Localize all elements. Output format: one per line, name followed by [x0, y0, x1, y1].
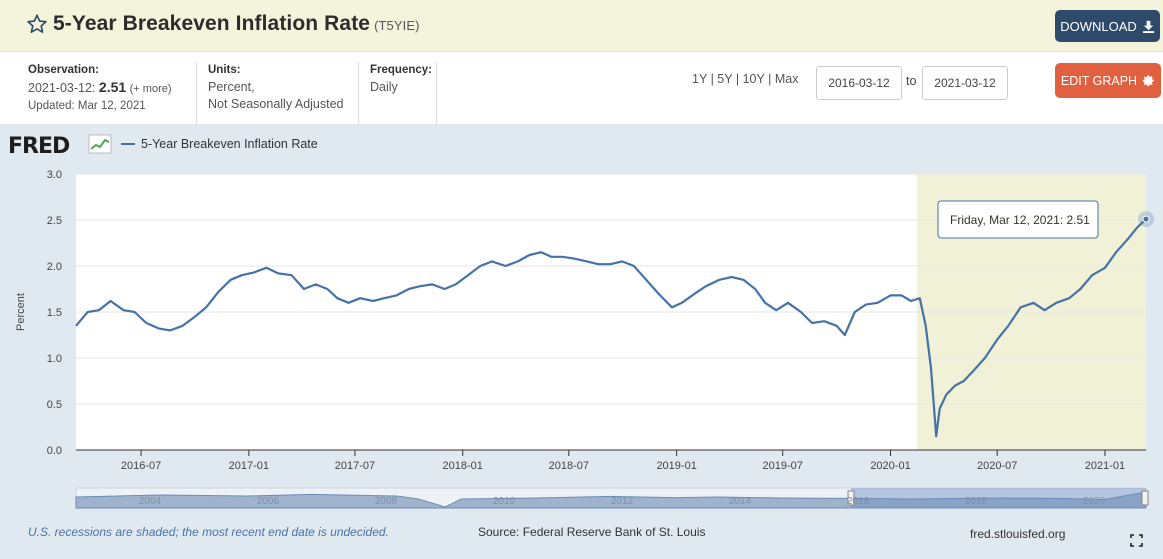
- y-tick-label: 1.5: [47, 307, 62, 319]
- x-tick-label: 2017-01: [229, 460, 269, 472]
- range-sep: |: [735, 72, 740, 86]
- y-tick-label: 0.5: [47, 399, 62, 411]
- x-tick-label: 2020-07: [977, 460, 1017, 472]
- navigator-label: 2006: [257, 496, 280, 507]
- observation-block: Observation: 2021-03-12: 2.51 (+ more) U…: [28, 62, 172, 124]
- y-tick-label: 3.0: [47, 169, 62, 181]
- line-chart[interactable]: 0.0 0.5 1.0 1.5 2.0 2.5 3.0 Percent 2016-07 2017-…: [0, 160, 1163, 522]
- observation-value: 2.51: [98, 79, 127, 95]
- x-tick-label: 2016-07: [121, 460, 161, 472]
- range-1y[interactable]: 1Y: [692, 72, 708, 86]
- y-tick-label: 2.0: [47, 261, 62, 273]
- navigator-label: 2014: [729, 496, 752, 507]
- x-tick-label: 2020-01: [870, 460, 910, 472]
- start-date-input[interactable]: 2016-03-12: [816, 66, 902, 100]
- legend-label: 5-Year Breakeven Inflation Rate: [141, 137, 318, 151]
- fred-graph-icon: [88, 134, 112, 154]
- navigator-label: 2004: [139, 496, 162, 507]
- range-max[interactable]: Max: [774, 72, 799, 86]
- x-tick-label: 2017-07: [335, 460, 375, 472]
- observation-more-link[interactable]: (+ more): [129, 83, 172, 95]
- units-block: Units: Percent, Not Seasonally Adjusted: [208, 62, 344, 124]
- x-tick-label: 2021-01: [1085, 460, 1125, 472]
- recession-note: U.S. recessions are shaded; the most rec…: [28, 525, 389, 539]
- range-sep: |: [768, 72, 772, 86]
- header-bar: 5-Year Breakeven Inflation Rate (T5YIE) D…: [0, 0, 1163, 52]
- observation-date: 2021-03-12:: [28, 81, 96, 95]
- legend-swatch: [121, 143, 135, 145]
- units-label: Units:: [208, 64, 241, 76]
- navigator-label: 2016: [847, 496, 870, 507]
- updated-text: Updated: Mar 12, 2021: [28, 100, 146, 112]
- series-line: [75, 218, 1147, 438]
- units-line1: Percent,: [208, 80, 255, 94]
- y-axis-label: Percent: [15, 293, 27, 331]
- observation-label: Observation:: [28, 64, 99, 76]
- divider: [196, 62, 197, 124]
- navigator-label: 2018: [965, 496, 988, 507]
- units-line2: Not Seasonally Adjusted: [208, 97, 344, 111]
- range-5y[interactable]: 5Y: [717, 72, 733, 86]
- divider: [436, 62, 437, 124]
- edit-graph-label: EDIT GRAPH: [1060, 73, 1138, 88]
- to-label: to: [906, 74, 917, 88]
- end-date-input[interactable]: 2021-03-12: [922, 66, 1008, 100]
- download-button[interactable]: DOWNLOAD: [1055, 10, 1160, 42]
- navigator-selection: [851, 488, 1146, 508]
- range-10y[interactable]: 10Y: [742, 72, 765, 86]
- star-icon[interactable]: [26, 13, 48, 35]
- gear-icon: [1142, 75, 1154, 87]
- navigator-label: 2012: [611, 496, 634, 507]
- edit-graph-button[interactable]: EDIT GRAPH: [1055, 63, 1161, 98]
- navigator-handle[interactable]: [1141, 490, 1149, 506]
- tooltip: Friday, Mar 12, 2021: 2.51: [937, 200, 1099, 239]
- fullscreen-icon[interactable]: [1130, 534, 1143, 547]
- download-label: DOWNLOAD: [1060, 18, 1137, 34]
- chart-legend: 5-Year Breakeven Inflation Rate: [121, 137, 318, 151]
- range-sep: |: [710, 72, 714, 86]
- fred-logo[interactable]: FRED: [8, 134, 70, 159]
- range-selector: 1Y | 5Y | 10Y | Max: [692, 72, 798, 86]
- x-tick-label: 2018-07: [549, 460, 589, 472]
- navigator-area: [75, 491, 1147, 509]
- y-tick-label: 0.0: [47, 445, 62, 457]
- series-id: (T5YIE): [374, 18, 420, 33]
- source-text: Source: Federal Reserve Bank of St. Loui…: [478, 525, 706, 539]
- x-tick-label: 2019-01: [656, 460, 696, 472]
- tooltip-text: Friday, Mar 12, 2021: 2.51: [950, 213, 1090, 227]
- title-text: 5-Year Breakeven Inflation Rate: [53, 12, 371, 35]
- x-tick-label: 2018-01: [443, 460, 483, 472]
- fred-logo-text: FRED: [8, 134, 70, 159]
- navigator-label: 2008: [375, 496, 398, 507]
- frequency-block: Frequency: Daily: [370, 62, 432, 124]
- x-tick-label: 2019-07: [763, 460, 803, 472]
- frequency-label: Frequency:: [370, 64, 432, 76]
- tooltip-box: [937, 200, 1099, 239]
- data-point-marker: [1142, 215, 1150, 223]
- divider: [358, 62, 359, 124]
- frequency-value: Daily: [370, 80, 398, 94]
- navigator-label: 2020: [1083, 496, 1106, 507]
- page-title: 5-Year Breakeven Inflation Rate (T5YIE): [53, 12, 420, 36]
- navigator-handle[interactable]: [847, 490, 855, 506]
- y-tick-label: 2.5: [47, 215, 62, 227]
- download-icon: [1142, 20, 1154, 33]
- fred-url-link[interactable]: fred.stlouisfed.org: [970, 527, 1066, 541]
- y-tick-label: 1.0: [47, 353, 62, 365]
- navigator-label: 2010: [493, 496, 516, 507]
